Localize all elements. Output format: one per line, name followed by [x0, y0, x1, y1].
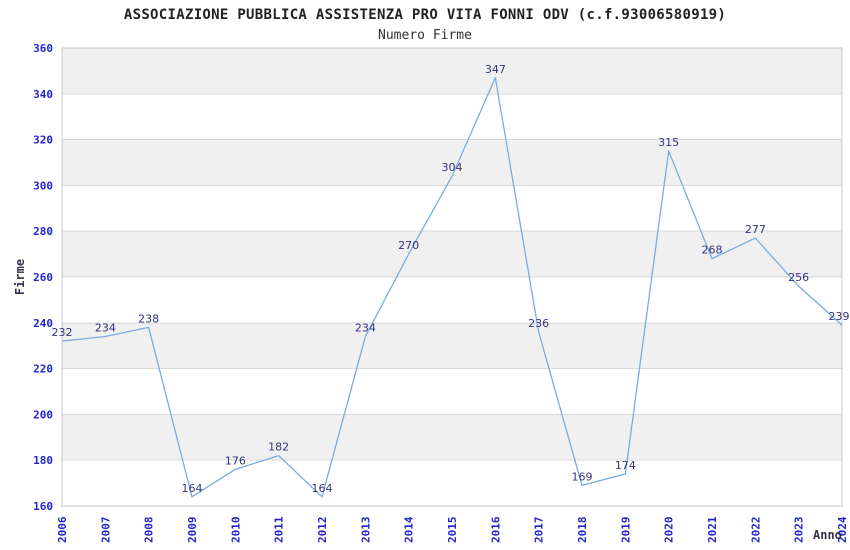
x-tick-label: 2017 [533, 517, 546, 544]
x-tick-label: 2016 [489, 516, 502, 543]
x-tick-label: 2009 [186, 517, 199, 544]
plot-band [62, 277, 842, 323]
point-value-label: 164 [312, 482, 333, 495]
plot-band [62, 231, 842, 277]
point-value-label: 164 [182, 482, 203, 495]
point-value-label: 232 [52, 326, 73, 339]
y-tick-label: 160 [33, 500, 53, 513]
point-value-label: 236 [528, 317, 549, 330]
y-tick-label: 240 [33, 317, 53, 330]
chart-title: ASSOCIAZIONE PUBBLICA ASSISTENZA PRO VIT… [123, 7, 727, 23]
point-value-label: 176 [225, 454, 246, 467]
x-tick-label: 2023 [793, 517, 806, 544]
plot-band [62, 460, 842, 506]
plot-band [62, 185, 842, 232]
firme-series-line [61, 77, 843, 498]
x-tick-label: 2021 [706, 516, 719, 543]
plot-band [62, 93, 842, 140]
x-tick-label: 2015 [446, 517, 459, 544]
point-value-label: 238 [138, 312, 159, 325]
x-tick-label: 2008 [143, 517, 156, 544]
y-tick-label: 320 [33, 134, 53, 147]
x-tick-label: 2007 [99, 517, 112, 544]
x-tick-label: 2014 [403, 516, 416, 543]
x-tick-label: 2020 [663, 517, 676, 544]
x-axis-title: Anno [813, 528, 842, 542]
point-value-label: 234 [355, 322, 376, 335]
y-tick-label: 340 [33, 88, 53, 101]
y-tick-label: 300 [33, 179, 53, 192]
x-tick-label: 2019 [619, 517, 632, 544]
point-value-label: 347 [485, 63, 506, 76]
x-tick-label: 2010 [229, 517, 242, 544]
point-value-label: 169 [572, 470, 593, 483]
point-value-label: 315 [658, 136, 679, 149]
y-tick-label: 280 [33, 225, 53, 238]
y-axis-title: Firme [13, 259, 27, 295]
plot-band [62, 139, 842, 186]
y-tick-label: 260 [33, 271, 53, 284]
plot-band [62, 322, 842, 369]
plot-band [62, 368, 842, 415]
y-tick-label: 220 [33, 363, 53, 376]
point-value-label: 268 [702, 244, 723, 257]
point-value-label: 256 [788, 271, 809, 284]
point-value-label: 277 [745, 223, 766, 236]
x-tick-label: 2006 [56, 516, 69, 543]
y-tick-label: 360 [33, 42, 53, 55]
x-tick-label: 2018 [576, 517, 589, 544]
chart-subtitle: Numero Firme [378, 28, 472, 43]
plot-band [62, 48, 842, 94]
point-value-label: 304 [442, 161, 463, 174]
y-tick-label: 180 [33, 454, 53, 467]
x-tick-label: 2022 [749, 517, 762, 544]
point-value-label: 270 [398, 239, 419, 252]
x-tick-label: 2011 [273, 516, 286, 543]
point-value-label: 234 [95, 322, 116, 335]
x-tick-label: 2012 [316, 517, 329, 544]
y-tick-label: 200 [33, 408, 53, 421]
plot-band [62, 414, 842, 461]
point-value-label: 182 [268, 441, 289, 454]
point-value-label: 239 [829, 310, 850, 323]
plot-border [61, 47, 843, 507]
point-value-label: 174 [615, 459, 636, 472]
x-tick-label: 2024 [836, 516, 849, 543]
x-tick-label: 2013 [359, 517, 372, 544]
